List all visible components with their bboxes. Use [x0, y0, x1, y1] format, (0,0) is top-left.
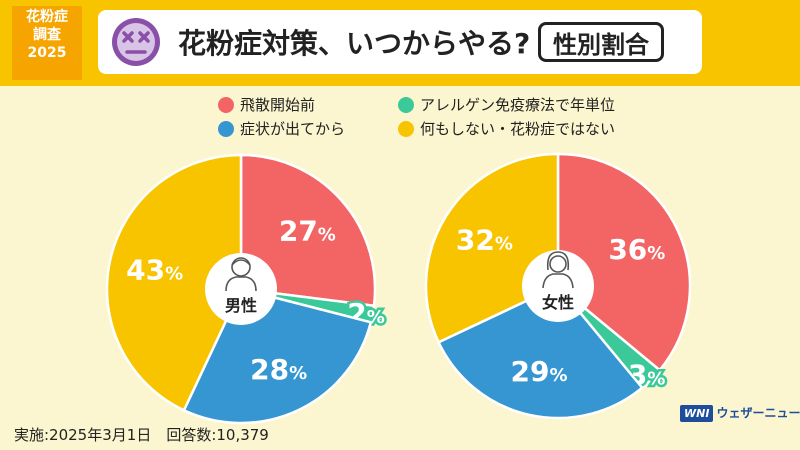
legend-dot-green — [398, 96, 414, 113]
legend-dot-red — [218, 96, 234, 113]
data-label-value: 32 — [456, 223, 495, 256]
data-label-unit: % — [647, 243, 665, 264]
pie-female: 36%3%29%32%女性 — [424, 152, 692, 420]
badge-line2: 調査 — [33, 27, 61, 43]
legend-label: 何もしない・花粉症ではない — [420, 120, 616, 138]
page-title: 花粉症対策、いつからやる? — [178, 27, 531, 60]
weathernews-logo: WNIウェザーニュース — [680, 404, 800, 430]
legend-item-nothing: 何もしない・花粉症ではない — [398, 118, 615, 140]
pie-slice-nothing — [105, 153, 243, 412]
data-label: 27% — [279, 215, 336, 248]
pie-center — [522, 250, 594, 322]
data-label: 28% — [250, 353, 307, 386]
data-label: 43% — [126, 254, 183, 287]
data-label-value: 43 — [126, 254, 165, 287]
badge-line3: 2025 — [27, 45, 67, 61]
data-label-unit: % — [495, 233, 513, 254]
legend-label: アレルゲン免疫療法で年単位 — [420, 96, 616, 114]
data-label-unit: % — [289, 363, 307, 384]
legend-label: 症状が出てから — [240, 120, 346, 138]
male-person-icon — [225, 257, 257, 292]
data-label-value: 36 — [608, 233, 647, 266]
pie-center — [205, 253, 277, 325]
pie-male: 27%2%28%43%男性 — [105, 153, 387, 425]
logo-text: ウェザーニュース — [716, 406, 800, 420]
pie-slice-before-pollen — [556, 152, 692, 372]
title-box: 花粉症対策、いつからやる? 性別割合 — [98, 10, 702, 74]
gender-ratio-tag: 性別割合 — [538, 22, 664, 62]
data-label: 29% — [510, 355, 567, 388]
pie-slice-before-pollen — [239, 153, 377, 308]
data-label: 32% — [456, 223, 513, 256]
data-label-unit: % — [165, 264, 183, 285]
survey-footer: 実施:2025年3月1日 回答数:10,379 — [14, 426, 269, 444]
sick-face-icon — [112, 18, 160, 66]
data-label-unit: % — [318, 225, 336, 246]
data-label-unit: % — [647, 369, 665, 390]
data-label-unit: % — [549, 365, 567, 386]
pie-title: 男性 — [225, 296, 257, 315]
logo-mark: WNI — [680, 405, 714, 422]
female-person-icon — [542, 251, 574, 289]
badge-line1: 花粉症 — [26, 9, 68, 25]
data-label-value: 27 — [279, 215, 318, 248]
legend-label: 飛散開始前 — [240, 96, 316, 114]
data-label-value: 29 — [510, 355, 549, 388]
legend-item-after-symptoms: 症状が出てから — [218, 118, 345, 140]
legend-item-immunotherapy: アレルゲン免疫療法で年単位 — [398, 94, 615, 116]
data-label-value: 28 — [250, 353, 289, 386]
legend-dot-yellow — [398, 120, 414, 137]
survey-badge: 花粉症 調査 2025 — [12, 6, 82, 80]
legend-item-before-pollen: 飛散開始前 — [218, 94, 315, 116]
header-bar: 花粉症 調査 2025 花粉症対策、いつからやる? 性別割合 — [0, 0, 800, 86]
legend-dot-blue — [218, 120, 234, 137]
data-label: 36% — [608, 233, 665, 266]
pie-title: 女性 — [542, 293, 574, 312]
